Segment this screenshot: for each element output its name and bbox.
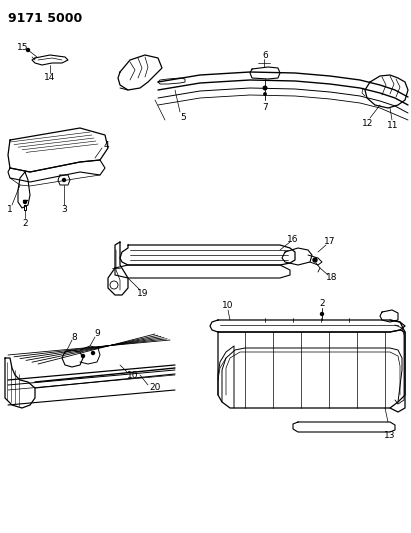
- Circle shape: [23, 200, 26, 204]
- Circle shape: [26, 49, 30, 52]
- Text: 15: 15: [17, 44, 29, 52]
- Text: 9171 5000: 9171 5000: [8, 12, 82, 25]
- Text: 3: 3: [61, 206, 67, 214]
- Text: 16: 16: [287, 235, 299, 244]
- Text: 17: 17: [324, 238, 336, 246]
- Text: 13: 13: [384, 431, 396, 440]
- Text: 9: 9: [94, 329, 100, 338]
- Text: 20: 20: [149, 384, 161, 392]
- Circle shape: [92, 351, 95, 354]
- Text: 8: 8: [71, 333, 77, 342]
- Circle shape: [81, 354, 85, 358]
- Text: 2: 2: [319, 300, 325, 309]
- Circle shape: [313, 258, 317, 262]
- Text: 11: 11: [387, 122, 399, 131]
- Text: 5: 5: [180, 114, 186, 123]
- Text: 4: 4: [103, 141, 109, 149]
- Text: 10: 10: [222, 302, 234, 311]
- Text: 2: 2: [22, 219, 28, 228]
- Circle shape: [263, 86, 267, 90]
- Text: 12: 12: [363, 118, 374, 127]
- Text: 10: 10: [127, 370, 139, 379]
- Text: 18: 18: [326, 273, 338, 282]
- Circle shape: [62, 179, 65, 182]
- Text: 7: 7: [262, 102, 268, 111]
- Text: 6: 6: [262, 51, 268, 60]
- Text: 1: 1: [7, 206, 13, 214]
- Text: 14: 14: [44, 74, 55, 83]
- Text: 19: 19: [137, 288, 149, 297]
- Circle shape: [321, 312, 323, 316]
- Circle shape: [264, 93, 266, 95]
